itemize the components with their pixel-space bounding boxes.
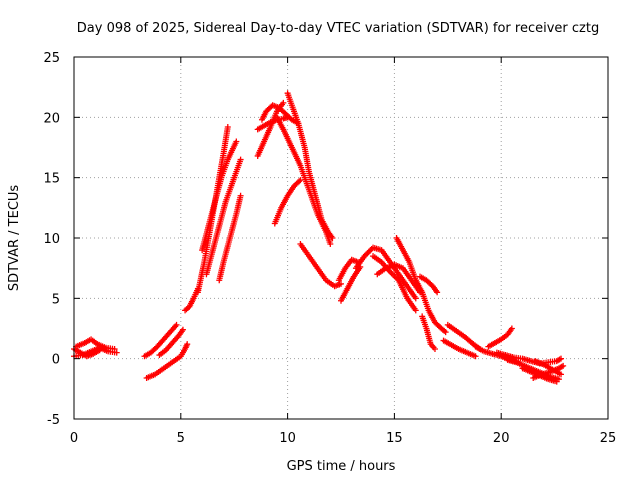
data-point <box>558 371 565 378</box>
data-point <box>327 241 334 248</box>
y-axis-label: SDTVAR / TECUs <box>7 185 22 292</box>
data-point <box>364 250 371 257</box>
data-points <box>71 90 567 385</box>
data-point <box>237 192 244 199</box>
data-point <box>412 295 419 302</box>
x-tick-label: 0 <box>70 431 78 446</box>
y-tick-label: 5 <box>52 292 60 307</box>
data-point <box>173 321 180 328</box>
x-tick-label: 5 <box>177 431 185 446</box>
chart-title: Day 098 of 2025, Sidereal Day-to-day VTE… <box>77 21 599 36</box>
ticks: 0 5 10 15 20 25 -5 0 5 10 15 20 25 <box>43 51 616 446</box>
y-tick-label: 15 <box>43 172 60 187</box>
data-point <box>431 346 438 353</box>
y-tick-label: 10 <box>43 232 60 247</box>
data-point <box>329 235 336 241</box>
y-tick-label: 0 <box>52 353 60 368</box>
data-point <box>179 326 186 333</box>
data-point <box>412 307 419 314</box>
data-point <box>237 156 244 163</box>
data-point <box>553 378 560 385</box>
data-point <box>224 123 231 130</box>
x-tick-label: 10 <box>279 431 296 446</box>
data-point <box>184 341 191 348</box>
data-point <box>96 347 103 354</box>
data-point <box>280 99 287 106</box>
data-point <box>338 280 344 287</box>
data-point <box>434 289 441 296</box>
y-tick-label: 25 <box>43 51 60 66</box>
data-point <box>442 329 449 336</box>
data-point <box>113 349 120 356</box>
data-point <box>284 114 291 121</box>
x-axis-label: GPS time / hours <box>287 459 396 474</box>
y-tick-label: -5 <box>47 413 60 428</box>
x-tick-label: 25 <box>600 431 617 446</box>
y-tick-label: 20 <box>43 111 60 126</box>
data-point <box>508 325 515 332</box>
x-tick-label: 15 <box>386 431 403 446</box>
data-point <box>558 355 565 362</box>
data-point <box>472 353 479 360</box>
data-point <box>111 346 118 353</box>
x-tick-label: 20 <box>493 431 510 446</box>
data-point <box>365 248 372 255</box>
data-point <box>233 138 240 145</box>
data-point <box>560 362 567 369</box>
data-point <box>296 178 303 185</box>
